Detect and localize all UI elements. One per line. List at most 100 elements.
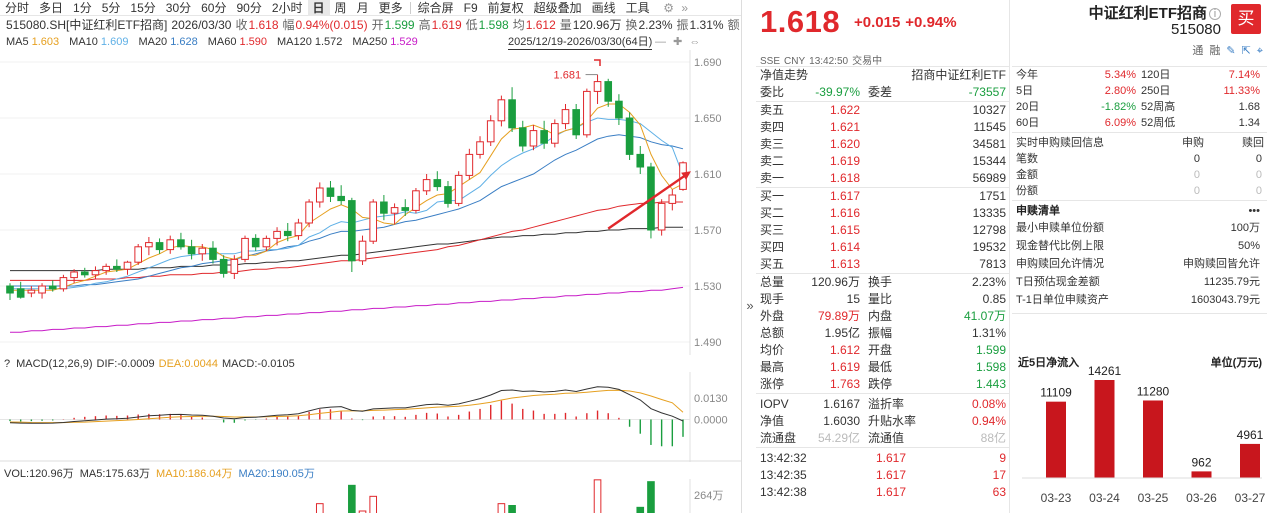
candle[interactable] <box>113 259 121 272</box>
tool-button[interactable]: 前复权 <box>487 0 524 15</box>
period-tab[interactable]: 周 <box>334 0 347 15</box>
candle[interactable] <box>518 120 527 152</box>
candle[interactable] <box>593 74 602 104</box>
candle[interactable] <box>273 227 281 246</box>
candle[interactable] <box>315 182 324 208</box>
period-tab[interactable]: 60分 <box>201 0 227 15</box>
candle[interactable] <box>657 199 666 236</box>
candle[interactable] <box>433 171 442 191</box>
candle[interactable] <box>6 283 14 300</box>
bid-row[interactable]: 买一 1.617 1751 <box>760 188 1009 205</box>
commission-row[interactable]: 委比 -39.97% 委差 -73557 <box>760 84 1009 101</box>
candle[interactable] <box>230 255 239 279</box>
share-icon[interactable]: ⇱ <box>1241 45 1251 57</box>
range-zoom-controls[interactable]: — ✚ ⇔ <box>655 35 700 48</box>
candle[interactable] <box>401 199 410 216</box>
help-icon[interactable]: ? <box>4 358 11 370</box>
candle[interactable] <box>123 260 132 275</box>
period-tab[interactable]: 90分 <box>236 0 262 15</box>
candle[interactable] <box>16 281 25 299</box>
candle[interactable] <box>134 244 143 265</box>
ask-row[interactable]: 卖三 1.620 34581 <box>760 136 1009 153</box>
candle[interactable] <box>48 280 57 292</box>
candle[interactable] <box>80 267 89 278</box>
pin-icon[interactable]: ⌖ <box>1256 45 1263 57</box>
stat-row[interactable]: 涨停 1.763 跌停 1.443 <box>760 376 1009 393</box>
tool-button[interactable]: F9 <box>463 0 478 15</box>
candle[interactable] <box>497 95 506 127</box>
bid-row[interactable]: 买三 1.615 12798 <box>760 222 1009 239</box>
candle[interactable] <box>454 171 463 207</box>
candle[interactable] <box>625 112 634 160</box>
candle[interactable] <box>294 218 303 240</box>
period-tab[interactable]: 5分 <box>101 0 121 15</box>
candle[interactable] <box>572 104 580 139</box>
candle[interactable] <box>668 189 677 211</box>
period-tab[interactable]: 2小时 <box>271 0 303 15</box>
period-tab[interactable]: 更多 <box>378 0 403 15</box>
candle[interactable] <box>59 274 68 292</box>
fund-link-tag[interactable]: 通 <box>1192 45 1204 57</box>
period-tab[interactable]: 15分 <box>130 0 156 15</box>
tick-row[interactable]: 13:42:38 1.617 63 <box>760 484 1009 501</box>
tick-row[interactable]: 13:42:32 1.617 9 <box>760 450 1009 467</box>
candle[interactable] <box>326 181 335 202</box>
candle[interactable] <box>155 238 164 254</box>
candle[interactable] <box>262 235 271 251</box>
candle[interactable] <box>166 235 175 254</box>
candle[interactable] <box>348 197 356 272</box>
fund-link-tag[interactable]: 融 <box>1209 45 1221 57</box>
period-tab[interactable]: 30分 <box>165 0 192 15</box>
candle[interactable] <box>27 286 36 298</box>
candle[interactable] <box>91 266 100 279</box>
nav-trend-row[interactable]: 净值走势 招商中证红利ETF <box>760 67 1009 84</box>
candle[interactable] <box>102 263 110 275</box>
ask-row[interactable]: 卖一 1.618 56989 <box>760 170 1009 187</box>
period-tab[interactable]: 1分 <box>73 0 92 15</box>
candle[interactable] <box>187 239 196 260</box>
period-tab[interactable]: 分时 <box>5 0 30 15</box>
candle[interactable] <box>283 223 292 242</box>
tool-button[interactable]: 超级叠加 <box>533 0 582 15</box>
ask-row[interactable]: 卖二 1.619 15344 <box>760 153 1009 170</box>
edit-icon[interactable]: ✎ <box>1226 45 1236 57</box>
candle[interactable] <box>380 195 388 221</box>
candle[interactable] <box>209 241 217 264</box>
candle[interactable] <box>241 235 249 263</box>
candle[interactable] <box>486 115 495 146</box>
candle[interactable] <box>390 203 399 225</box>
bid-row[interactable]: 买二 1.616 13335 <box>760 205 1009 222</box>
more-icon[interactable]: ••• <box>1248 205 1260 217</box>
candle[interactable] <box>615 94 623 125</box>
stat-row[interactable]: 最高 1.619 最低 1.598 <box>760 359 1009 376</box>
candle[interactable] <box>636 146 645 174</box>
stat-row[interactable]: 现手 15 量比 0.85 <box>760 291 1009 308</box>
gear-icon[interactable]: ⚙ <box>663 0 675 15</box>
candle[interactable] <box>550 119 559 148</box>
ask-row[interactable]: 卖五 1.622 10327 <box>760 102 1009 119</box>
double-chevron-right-icon[interactable]: » <box>681 0 689 15</box>
candle[interactable] <box>529 125 538 151</box>
tool-button[interactable]: 工具 <box>625 0 650 15</box>
candle[interactable] <box>38 283 46 299</box>
candle[interactable] <box>251 234 260 251</box>
period-tab[interactable]: 日 <box>307 0 330 16</box>
macd-chart[interactable]: 0.0130 0.0000 <box>0 372 742 462</box>
period-tab[interactable]: 月 <box>356 0 369 15</box>
candle[interactable] <box>305 199 313 228</box>
tick-row[interactable]: 13:42:35 1.617 17 <box>760 467 1009 484</box>
candle[interactable] <box>198 244 207 261</box>
candle[interactable] <box>540 120 548 149</box>
stat-row[interactable]: 外盘 79.89万 内盘 41.07万 <box>760 308 1009 325</box>
plus-icon[interactable]: ✚ <box>673 36 683 48</box>
candle[interactable] <box>412 188 420 214</box>
candle[interactable] <box>476 136 484 159</box>
period-tab[interactable]: 多日 <box>39 0 64 15</box>
bid-row[interactable]: 买四 1.614 19532 <box>760 239 1009 256</box>
candle[interactable] <box>604 78 613 107</box>
candle[interactable] <box>422 174 431 195</box>
candle[interactable] <box>508 87 516 132</box>
candle[interactable] <box>561 104 570 130</box>
candle[interactable] <box>219 255 228 278</box>
ask-row[interactable]: 卖四 1.621 11545 <box>760 119 1009 136</box>
